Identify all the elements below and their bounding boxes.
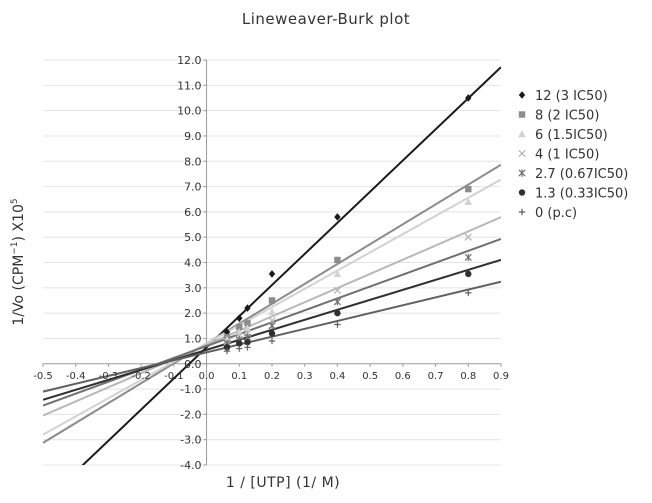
y-tick-label: 12.0 — [177, 54, 202, 67]
fit-line — [43, 178, 501, 436]
x-tick-label: 0.3 — [297, 371, 313, 382]
data-point — [333, 269, 342, 278]
tick-labels: -4.0-3.0-2.0-1.00.01.02.03.04.05.06.07.0… — [33, 54, 509, 472]
x-tick-label: 0.0 — [199, 371, 215, 382]
legend: 12 (3 IC50) 8 (2 IC50) 6 (1.5IC50) 4 (1 IC5… — [518, 89, 628, 221]
data-point — [465, 289, 472, 297]
y-tick-label: 0.0 — [184, 358, 202, 371]
y-tick-label: -3.0 — [180, 434, 201, 447]
data-point — [268, 297, 276, 304]
y-tick-label: 3.0 — [184, 282, 202, 295]
x-tick-label: 0.5 — [362, 371, 378, 382]
x-tick-label: -0.1 — [164, 371, 184, 382]
y-tick-label: 8.0 — [184, 155, 202, 168]
data-point — [236, 314, 243, 322]
x-tick-label: 0.6 — [395, 371, 411, 382]
data-point — [465, 94, 472, 102]
x-tick-label: -0.4 — [66, 371, 86, 382]
data-point — [244, 339, 251, 346]
legend-label: 8 (2 IC50) — [535, 109, 599, 124]
y-tick-label: 11.0 — [177, 79, 202, 92]
x-tick-label: 0.1 — [231, 371, 247, 382]
x-tick-label: -0.3 — [99, 371, 119, 382]
data-point — [518, 130, 526, 138]
y-tick-label: 4.0 — [184, 257, 202, 270]
data-point — [334, 213, 341, 221]
data-point — [465, 185, 472, 193]
y-tick-label: 10.0 — [177, 105, 202, 118]
legend-label: 4 (1 IC50) — [535, 148, 599, 163]
data-point — [333, 298, 342, 306]
data-point — [268, 322, 276, 330]
data-point — [223, 344, 231, 351]
fit-line — [43, 163, 501, 444]
y-tick-label: 5.0 — [184, 231, 202, 244]
legend-label: 1.3 (0.33IC50) — [535, 187, 628, 202]
data-point — [464, 197, 473, 205]
fit-lines — [43, 66, 501, 465]
x-tick-label: -0.5 — [33, 371, 53, 382]
data-point — [334, 256, 341, 264]
legend-label: 6 (1.5IC50) — [535, 128, 608, 143]
data-point — [268, 330, 276, 337]
y-tick-label: -2.0 — [180, 408, 201, 421]
data-point — [464, 233, 472, 241]
y-tick-label: 7.0 — [184, 181, 202, 194]
legend-label: 2.7 (0.67IC50) — [535, 167, 628, 182]
y-tick-label: -4.0 — [180, 459, 201, 472]
data-point — [333, 286, 342, 295]
fit-line — [43, 216, 501, 417]
y-axis-label: 1/Vo (CPM−1) X105 — [10, 198, 27, 325]
fit-line — [81, 66, 501, 465]
y-axis-label-main: 1/Vo (CPM — [11, 255, 27, 326]
data-point — [223, 347, 231, 355]
legend-label: 12 (3 IC50) — [535, 89, 608, 104]
x-axis-label: 1 / [UTP] (1/ M) — [226, 475, 340, 491]
x-tick-label: 0.8 — [460, 371, 476, 382]
legend-label: 0 (p.c) — [535, 206, 577, 221]
data-point — [243, 324, 252, 332]
data-point — [244, 344, 251, 351]
x-tick-label: 0.4 — [329, 371, 345, 382]
gridlines — [43, 59, 501, 466]
data-point — [518, 91, 526, 99]
data-point — [518, 169, 526, 177]
x-tick-label: 0.9 — [493, 371, 509, 382]
data-point — [518, 111, 526, 118]
axes — [42, 59, 502, 466]
x-tick-label: 0.2 — [264, 371, 280, 382]
y-tick-label: -1.0 — [180, 383, 201, 396]
y-tick-label: 9.0 — [184, 130, 202, 143]
y-tick-label: 6.0 — [184, 206, 202, 219]
x-tick-label: -0.2 — [131, 371, 151, 382]
data-point — [236, 340, 243, 347]
data-point — [223, 328, 231, 336]
data-point — [464, 253, 472, 262]
data-point — [236, 323, 243, 331]
data-point — [268, 270, 276, 278]
data-point — [268, 307, 276, 316]
y-tick-label: 1.0 — [184, 332, 202, 345]
data-point — [244, 320, 251, 327]
data-point — [465, 270, 472, 278]
data-point — [268, 337, 276, 345]
x-tick-label: 0.7 — [428, 371, 444, 382]
y-tick-label: 2.0 — [184, 307, 202, 320]
y-axis-label-exp: −1 — [10, 241, 20, 254]
y-axis-label-power: 5 — [10, 198, 20, 204]
data-point — [518, 189, 526, 196]
data-point — [334, 321, 341, 328]
data-point — [244, 304, 251, 312]
chart-title: Lineweaver-Burk plot — [242, 10, 410, 28]
data-point — [334, 309, 341, 317]
y-axis-label-tail: ) X10 — [11, 204, 27, 241]
fit-line — [43, 280, 501, 393]
data-point — [518, 208, 526, 216]
data-points — [223, 94, 473, 355]
data-point — [518, 149, 526, 158]
data-point — [236, 345, 243, 352]
fit-line — [43, 258, 501, 401]
